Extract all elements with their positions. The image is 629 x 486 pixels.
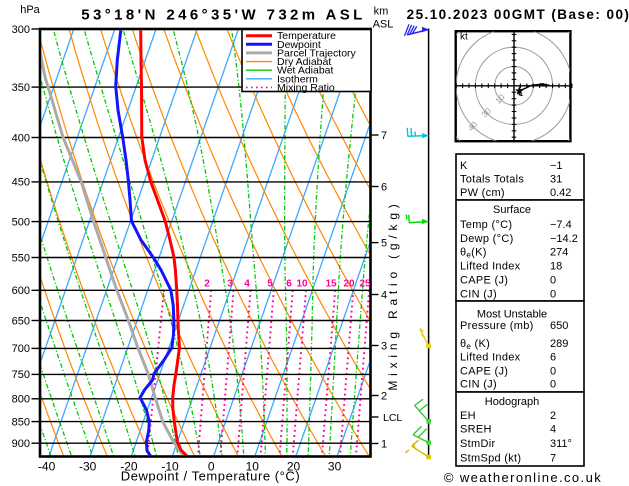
svg-text:53°18'N 246°35'W 732m ASL: 53°18'N 246°35'W 732m ASL <box>81 7 366 24</box>
svg-text:5: 5 <box>267 279 273 290</box>
svg-text:30: 30 <box>328 460 342 474</box>
svg-text:CAPE (J): CAPE (J) <box>460 365 508 377</box>
svg-text:CIN (J): CIN (J) <box>460 378 497 390</box>
svg-text:311°: 311° <box>550 438 572 450</box>
svg-text:Mixing Ratio (g/kg): Mixing Ratio (g/kg) <box>386 199 400 390</box>
svg-text:Lifted Index: Lifted Index <box>460 261 521 273</box>
svg-text:km: km <box>374 6 389 18</box>
svg-text:kt: kt <box>460 32 468 43</box>
svg-text:5: 5 <box>381 238 387 250</box>
svg-text:ASL: ASL <box>373 19 394 31</box>
svg-text:0.42: 0.42 <box>550 187 571 199</box>
svg-text:2: 2 <box>204 279 210 290</box>
svg-text:Totals Totals: Totals Totals <box>460 173 524 185</box>
svg-text:3: 3 <box>227 279 233 290</box>
svg-text:Pressure (mb): Pressure (mb) <box>460 320 534 332</box>
svg-text:−14.2: −14.2 <box>550 233 578 245</box>
svg-text:700: 700 <box>12 343 30 355</box>
svg-text:LCL: LCL <box>383 412 402 424</box>
svg-text:25.10.2023 00GMT (Base: 00): 25.10.2023 00GMT (Base: 00) <box>407 7 629 22</box>
svg-text:-40: -40 <box>38 460 56 474</box>
svg-text:10: 10 <box>296 279 308 290</box>
svg-text:Mixing Ratio: Mixing Ratio <box>277 82 335 94</box>
svg-text:2: 2 <box>381 391 387 403</box>
svg-text:850: 850 <box>12 416 30 428</box>
svg-text:600: 600 <box>12 285 30 297</box>
svg-text:650: 650 <box>12 315 30 327</box>
svg-text:6: 6 <box>286 279 292 290</box>
svg-text:Dewpoint: Dewpoint <box>277 39 321 51</box>
svg-text:300: 300 <box>12 24 30 36</box>
svg-text:PW (cm): PW (cm) <box>460 187 505 199</box>
svg-text:4: 4 <box>244 279 250 290</box>
svg-text:K: K <box>460 160 468 172</box>
svg-text:-30: -30 <box>79 460 97 474</box>
svg-text:CAPE (J): CAPE (J) <box>460 274 508 286</box>
svg-text:6: 6 <box>550 351 556 363</box>
svg-text:Temp (°C): Temp (°C) <box>460 219 512 231</box>
svg-text:4: 4 <box>550 424 556 436</box>
svg-text:289: 289 <box>550 338 568 350</box>
svg-text:0: 0 <box>550 274 556 286</box>
svg-text:StmDir: StmDir <box>460 438 495 450</box>
svg-text:7: 7 <box>550 452 556 464</box>
svg-text:900: 900 <box>12 438 30 450</box>
svg-text:750: 750 <box>12 369 30 381</box>
svg-text:θe (K): θe (K) <box>460 338 490 351</box>
svg-text:θe(K): θe(K) <box>460 247 487 260</box>
svg-text:hPa: hPa <box>20 4 40 16</box>
svg-text:−1: −1 <box>550 160 563 172</box>
svg-text:0: 0 <box>550 365 556 377</box>
svg-text:1: 1 <box>381 439 387 451</box>
svg-text:Isotherm: Isotherm <box>277 73 318 85</box>
svg-text:-20: -20 <box>120 460 138 474</box>
svg-text:0: 0 <box>208 460 215 474</box>
svg-text:650: 650 <box>550 320 568 332</box>
svg-text:CIN (J): CIN (J) <box>460 288 497 300</box>
svg-text:7: 7 <box>381 130 387 142</box>
svg-text:274: 274 <box>550 247 568 259</box>
svg-text:Lifted Index: Lifted Index <box>460 351 521 363</box>
svg-text:25: 25 <box>359 279 371 290</box>
svg-text:15: 15 <box>325 279 337 290</box>
svg-text:Temperature: Temperature <box>277 30 336 42</box>
svg-text:500: 500 <box>12 216 30 228</box>
svg-text:350: 350 <box>12 82 30 94</box>
svg-text:© weatheronline.co.uk: © weatheronline.co.uk <box>444 470 602 485</box>
svg-text:4: 4 <box>381 290 387 302</box>
svg-text:20: 20 <box>287 460 301 474</box>
svg-text:550: 550 <box>12 252 30 264</box>
svg-text:Hodograph: Hodograph <box>485 396 539 408</box>
svg-text:6: 6 <box>381 182 387 194</box>
svg-text:Dewpoint / Temperature (°C): Dewpoint / Temperature (°C) <box>121 469 300 484</box>
svg-text:2: 2 <box>550 410 556 422</box>
svg-text:10: 10 <box>246 460 260 474</box>
svg-text:31: 31 <box>550 173 562 185</box>
svg-text:Dewp (°C): Dewp (°C) <box>460 233 514 245</box>
svg-text:800: 800 <box>12 394 30 406</box>
svg-text:StmSpd (kt): StmSpd (kt) <box>460 452 521 464</box>
svg-text:Wet Adiabat: Wet Adiabat <box>277 65 334 77</box>
svg-text:400: 400 <box>12 132 30 144</box>
svg-text:3: 3 <box>381 341 387 353</box>
svg-text:0: 0 <box>550 288 556 300</box>
svg-text:450: 450 <box>12 177 30 189</box>
svg-text:EH: EH <box>460 410 476 422</box>
svg-text:Surface: Surface <box>493 204 531 216</box>
svg-text:-10: -10 <box>161 460 179 474</box>
svg-text:Most Unstable: Most Unstable <box>477 308 547 320</box>
svg-text:Parcel Trajectory: Parcel Trajectory <box>277 47 357 59</box>
svg-text:SREH: SREH <box>460 424 492 436</box>
svg-text:18: 18 <box>550 261 562 273</box>
svg-text:20: 20 <box>343 279 355 290</box>
svg-text:Dry Adiabat: Dry Adiabat <box>277 56 331 68</box>
svg-text:0: 0 <box>550 378 556 390</box>
svg-text:−7.4: −7.4 <box>550 219 572 231</box>
